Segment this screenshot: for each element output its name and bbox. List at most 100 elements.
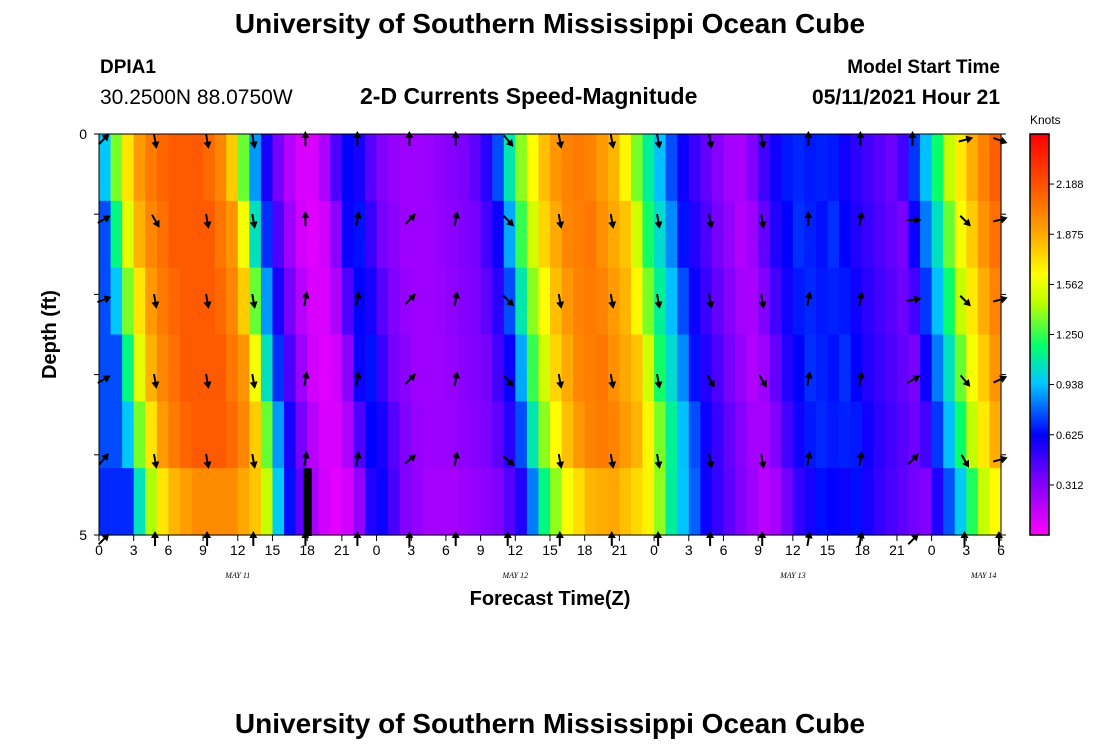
current-vector-arrow [97,295,112,304]
heatmap-cell [885,468,898,536]
heatmap-cell [804,267,817,336]
heatmap-cell [920,267,933,336]
heatmap-cell [168,200,181,269]
heatmap-cell [977,134,991,202]
current-vector-arrow [992,455,1008,464]
current-vector-arrow [608,213,617,229]
current-vector-arrow [856,291,865,307]
heatmap-cell [804,401,817,469]
heatmap-cell [353,134,366,202]
heatmap-cell [862,468,875,536]
heatmap-cell [179,401,193,469]
heatmap-cell [550,267,563,336]
heatmap-cell [943,401,956,469]
heatmap-cell [827,334,840,402]
heatmap-cell [665,134,678,202]
heatmap-cell [839,334,852,402]
heatmap-cell [630,267,644,336]
heatmap-cell [214,200,227,269]
x-tick-label: 6 [720,542,728,558]
heatmap-cell [920,401,933,469]
heatmap-cell [156,267,169,336]
current-vector-arrow [301,291,310,307]
heatmap-cell [492,468,505,536]
heatmap-cell [607,200,620,269]
current-vector-arrow [503,531,512,546]
heatmap-cell [133,134,146,202]
x-tick-label: 18 [854,542,870,558]
heatmap-cell [341,200,355,269]
current-vector-arrow [654,133,663,149]
x-tick-label: 3 [407,542,415,558]
heatmap-cell [908,200,921,269]
page-title: University of Southern Mississippi Ocean… [234,8,866,39]
x-tick-label: 9 [754,542,762,558]
heatmap-cell [792,134,806,202]
heatmap-cell [758,134,771,202]
heatmap-cell [896,401,910,469]
x-tick-label: 12 [230,542,246,558]
y-axis-label: Depth (ft) [39,290,61,379]
heatmap-cell [654,267,667,336]
x-tick-label: 21 [612,542,628,558]
colorbar-scale [1029,133,1050,536]
heatmap-cell [284,401,297,469]
heatmap-cell [307,267,320,336]
heatmap-cell [862,267,875,336]
heatmap-cell [515,200,528,269]
heatmap-cell [307,134,320,202]
heatmap-cell [353,200,366,269]
heatmap-cell [642,267,655,336]
current-vector-arrow [804,371,813,387]
heatmap-cell [480,334,493,402]
heatmap-cell [411,134,424,202]
heatmap-cell [330,200,343,269]
current-vector-arrow [404,373,416,385]
current-vector-arrow [906,295,922,304]
heatmap-cell [341,334,355,402]
heatmap-cell [815,134,829,202]
heatmap-cell [284,334,297,402]
heatmap-cell [179,468,193,536]
x-tick-label: 3 [685,542,693,558]
heatmap-cell [515,334,528,402]
heatmap-cell [642,134,655,202]
heatmap-cell [434,134,447,202]
heatmap-cell [341,267,355,336]
heatmap-cell [873,134,886,202]
current-vector-arrow [907,453,919,465]
heatmap-cell [966,134,979,202]
heatmap-cell [503,334,516,402]
heatmap-cell [480,401,493,469]
heatmap-cell [584,267,597,336]
heatmap-cell [411,401,424,469]
colorbar-tick-label: 0.938 [1056,380,1084,392]
heatmap-cell [573,134,586,202]
heatmap-cell [318,401,331,469]
heatmap-cell [850,134,863,202]
current-vector-arrow [203,133,212,149]
heatmap-cell [827,134,840,202]
heatmap-cell [237,468,250,536]
current-vector-arrow [503,134,514,147]
heatmap-cell [480,134,493,202]
heatmap-cell [538,401,551,469]
current-vector-arrow [556,133,565,149]
current-vector-arrow [502,295,515,307]
current-vector-arrow [804,291,813,307]
heatmap-cell [885,267,898,336]
heatmap-cell [526,468,540,536]
heatmap-cell [584,334,597,402]
heatmap-cell [214,468,227,536]
heatmap-cell [908,134,921,202]
station-coords: 30.2500N 88.0750W [100,86,293,109]
heatmap-cell [237,334,250,402]
current-vector-arrow [608,133,617,149]
heatmap-cell [492,200,505,269]
heatmap-cell [954,200,967,269]
current-vector-arrow [203,531,212,546]
current-vector-arrow [906,216,922,224]
model-start-value: 05/11/2021 Hour 21 [812,86,1000,109]
heatmap-cell [954,134,967,202]
